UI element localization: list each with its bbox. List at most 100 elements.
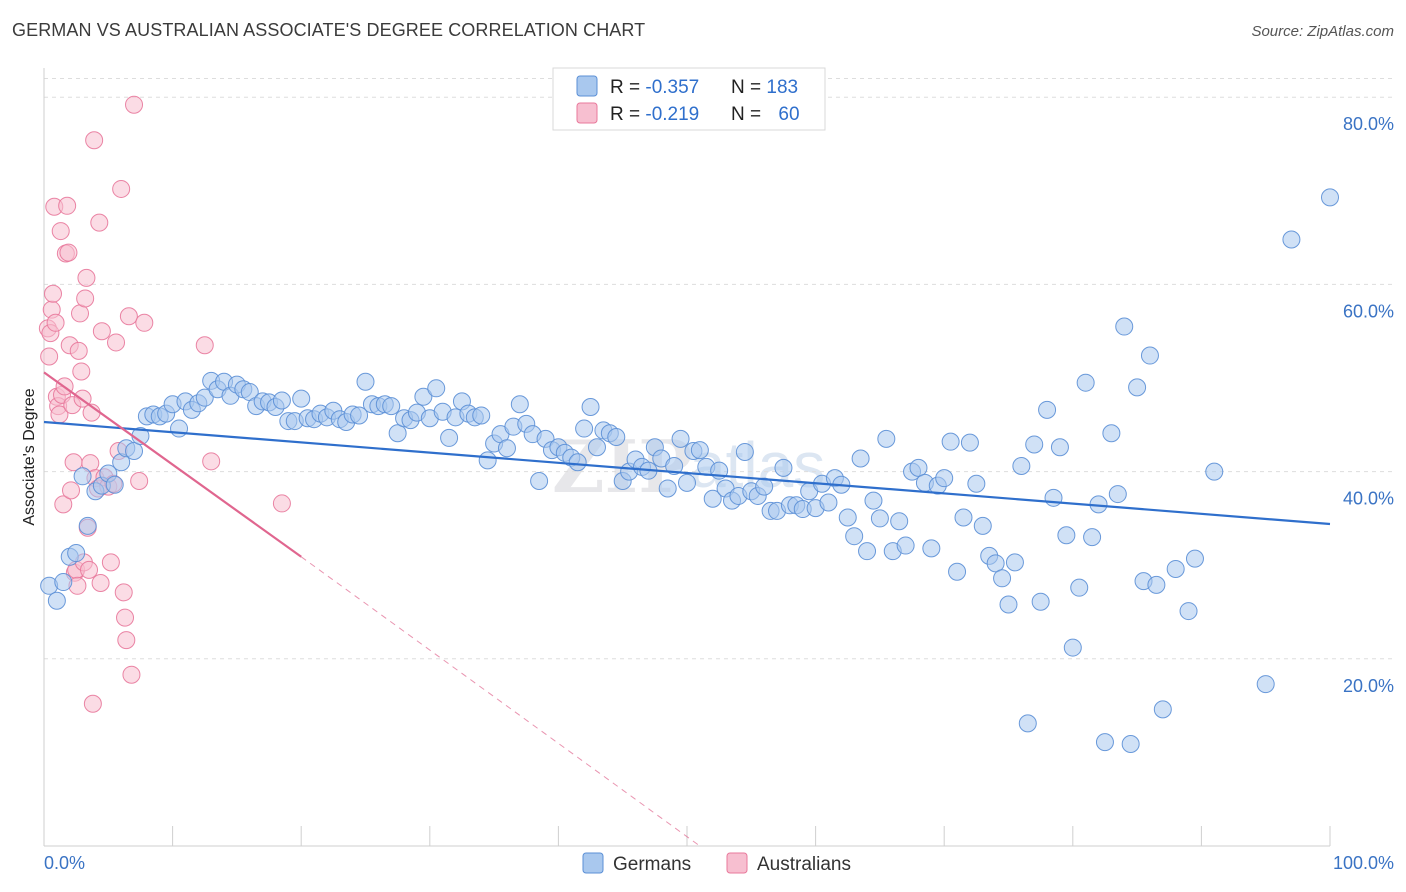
german-point [356,372,375,391]
legend-box [552,67,826,131]
australian-point [107,333,126,352]
german-point [440,428,459,447]
german-point [195,388,214,407]
german-point [1115,317,1134,336]
legend-australians-n-label: N = [731,104,766,125]
german-point [427,379,446,398]
x-tick-label-min: 0.0% [44,853,85,873]
australian-point [101,553,120,572]
german-point [382,397,401,416]
svg-text:N = 183: N = 183 [731,77,798,98]
german-point [1083,528,1102,547]
german-point [607,427,626,446]
german-point [1256,675,1275,694]
bottom-legend-swatch-germans [582,852,604,874]
australian-point [44,284,63,303]
australian-point [114,583,133,602]
australian-point [202,452,221,471]
german-point [1166,559,1185,578]
german-point [54,573,73,592]
legend-swatch-germans [576,75,598,97]
german-point [896,536,915,555]
german-point [73,467,92,486]
australian-point [119,307,138,326]
german-point [587,438,606,457]
german-point [1050,438,1069,457]
german-point [1076,373,1095,392]
germans-trend-line [43,420,1331,526]
german-point [67,544,86,563]
australian-point [83,694,102,713]
x-tick-label-max: 100.0% [1333,853,1394,873]
german-point [1044,488,1063,507]
german-point [967,474,986,493]
australian-point [195,336,214,355]
legend-australians-r-label: R = [610,104,645,125]
correlation-legend: R = -0.357 N = 183 R = -0.219 N = 60 [552,67,826,131]
grid [44,78,1394,660]
german-point [864,491,883,510]
australian-point [92,322,111,341]
german-point [941,432,960,451]
german-point [1140,346,1159,365]
german-point [414,387,433,406]
german-point [1005,553,1024,572]
german-point [478,451,497,470]
y-tick-label: 40.0% [1343,489,1394,509]
legend-germans-n-label: N = [731,77,766,98]
german-point [851,449,870,468]
german-point [1321,188,1339,207]
german-point [1095,733,1114,752]
australian-point [40,347,59,366]
german-point [986,554,1005,573]
german-point [272,391,291,410]
german-point [1063,638,1082,657]
german-point [530,471,549,490]
german-point [497,439,516,458]
german-point [665,456,684,475]
german-point [1018,714,1037,733]
german-point [1038,400,1057,419]
y-axis-title: Associate's Degree [21,388,38,525]
australian-point [122,665,141,684]
x-ticks [43,826,1331,846]
australian-point [85,131,104,150]
german-point [1205,462,1224,481]
australian-point [80,560,99,579]
german-point [948,562,967,581]
australians-trend-extrapolation [300,556,701,847]
australian-point [112,179,131,198]
australian-point [46,313,65,332]
german-point [1102,424,1121,443]
legend-germans-n-value: 183 [766,77,798,98]
y-tick-label: 60.0% [1343,301,1394,321]
german-point [388,424,407,443]
german-point [845,527,864,546]
german-point [1128,378,1147,397]
german-point [510,395,529,414]
german-point [703,489,722,508]
german-point [960,433,979,452]
german-point [1185,549,1204,568]
australian-point [135,313,154,332]
source-credit: Source: ZipAtlas.com [1251,23,1394,40]
german-point [671,429,690,448]
german-point [1025,435,1044,454]
german-point [735,442,754,461]
y-tick-labels: 20.0% 40.0% 60.0% 80.0% [1343,114,1394,696]
german-point [690,441,709,460]
germans-points [40,188,1339,753]
german-point [877,429,896,448]
german-point [678,473,696,492]
bottom-legend-germans: Germans [613,854,691,875]
german-point [1179,602,1198,621]
australian-point [90,213,109,232]
german-point [105,475,124,494]
german-point [1153,700,1172,719]
german-point [125,442,144,461]
chart-title: GERMAN VS AUSTRALIAN ASSOCIATE'S DEGREE … [12,20,646,40]
german-point [838,508,857,527]
australian-point [116,608,135,627]
german-point [1147,575,1166,594]
